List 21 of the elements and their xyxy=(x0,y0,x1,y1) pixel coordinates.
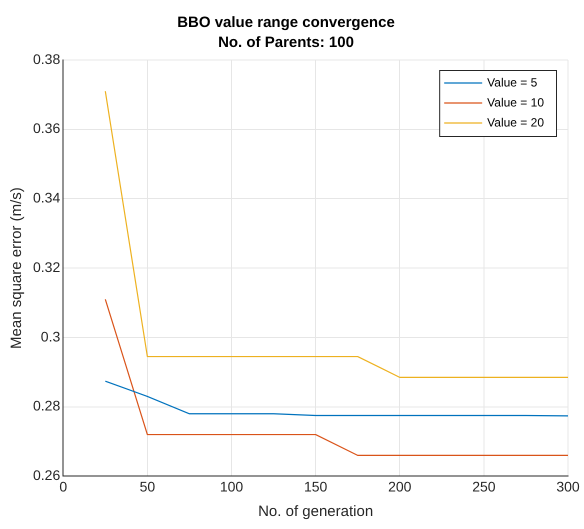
legend-label: Value = 10 xyxy=(487,95,544,110)
x-tick-label: 150 xyxy=(304,478,328,494)
y-tick-label: 0.3 xyxy=(40,328,60,344)
x-tick-label: 0 xyxy=(59,478,68,494)
x-axis-title: No. of generation xyxy=(258,503,374,520)
y-tick-label: 0.26 xyxy=(33,467,60,484)
chart-subtitle: No. of Parents: 100 xyxy=(218,34,354,52)
y-axis-title: Mean square error (m/s) xyxy=(8,187,26,349)
x-tick-label: 50 xyxy=(140,478,156,494)
x-tick-label: 250 xyxy=(472,478,496,494)
chart-title: BBO value range convergence xyxy=(177,14,395,32)
legend-label: Value = 20 xyxy=(487,115,544,130)
x-tick-label: 200 xyxy=(388,478,412,494)
y-tick-label: 0.36 xyxy=(33,120,60,136)
y-tick-label: 0.34 xyxy=(33,190,60,206)
y-tick-label: 0.32 xyxy=(33,258,60,275)
y-tick-label: 0.38 xyxy=(33,50,60,67)
x-tick-label: 300 xyxy=(556,478,580,494)
legend-label: Value = 5 xyxy=(487,75,538,90)
y-tick-label: 0.28 xyxy=(33,398,60,414)
x-tick-label: 100 xyxy=(220,478,244,494)
